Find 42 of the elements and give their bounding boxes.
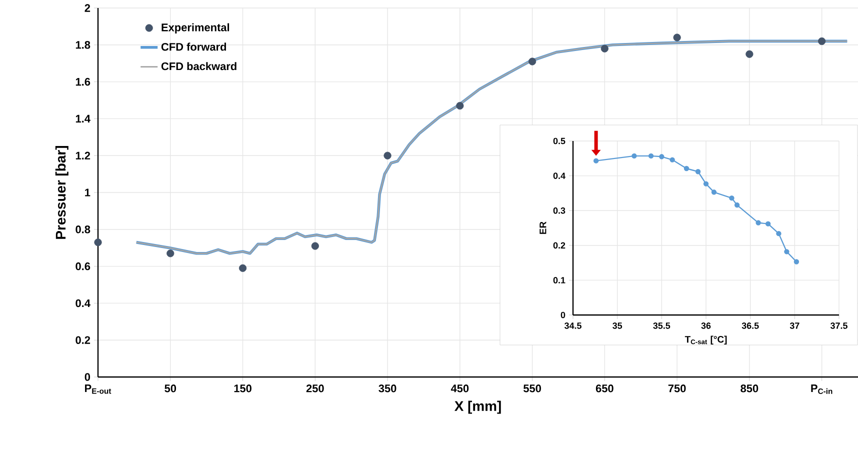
x-tick-label: 36 [701,322,711,329]
legend-label: CFD backward [161,62,236,70]
y-tick-label: 0 [84,373,90,381]
y-tick-label: 0.6 [76,262,90,270]
x-tick-label: 350 [378,384,396,392]
x-tick-label: 37 [790,322,800,329]
y-tick-label: 0.1 [553,277,566,284]
legend-label: Experimental [162,23,230,34]
y-tick-label: 1.4 [76,114,90,122]
x-tick-label: 550 [523,384,541,392]
y-tick-label: 0.4 [76,299,90,308]
y-tick-label: 1.8 [76,41,90,49]
legend-label: CFD forward [161,42,226,51]
y-axis-title: Pressuer [bar] [55,146,68,239]
y-axis-title: ER [540,222,546,234]
x-tick-label: 36.5 [742,322,759,329]
x-tick-label: 34.5 [564,322,582,329]
x-tick-label: 750 [668,384,686,392]
y-tick-label: 0.4 [553,172,566,179]
x-tick-label: P$_{E-out}$ [85,384,112,394]
y-tick-label: 0.3 [553,207,566,214]
y-tick-label: 1 [85,188,90,196]
y-tick-label: 1.2 [76,152,90,160]
y-tick-label: 0.8 [76,226,90,234]
x-tick-label: 37.5 [830,322,848,329]
x-tick-label: 450 [450,384,469,392]
x-axis-title: X [mm] [454,400,501,414]
x-tick-label: 250 [306,384,324,392]
x-tick-label: 50 [164,384,176,392]
y-tick-label: 2 [84,4,90,12]
y-tick-label: 0.5 [553,138,566,144]
x-tick-label: P$_{C-in}$ [811,384,832,394]
x-tick-label: 35 [612,322,622,329]
x-tick-label: 150 [234,384,252,392]
y-tick-label: 0.2 [553,242,566,249]
y-tick-label: 1.6 [76,78,90,86]
x-axis-title: T$_{C-sat}$ [°C] [684,336,727,345]
y-tick-label: 0.2 [76,336,90,344]
x-tick-label: 35.5 [653,322,670,329]
x-tick-label: 850 [740,384,758,392]
y-tick-label: 0 [560,312,566,318]
x-tick-label: 650 [596,384,614,392]
